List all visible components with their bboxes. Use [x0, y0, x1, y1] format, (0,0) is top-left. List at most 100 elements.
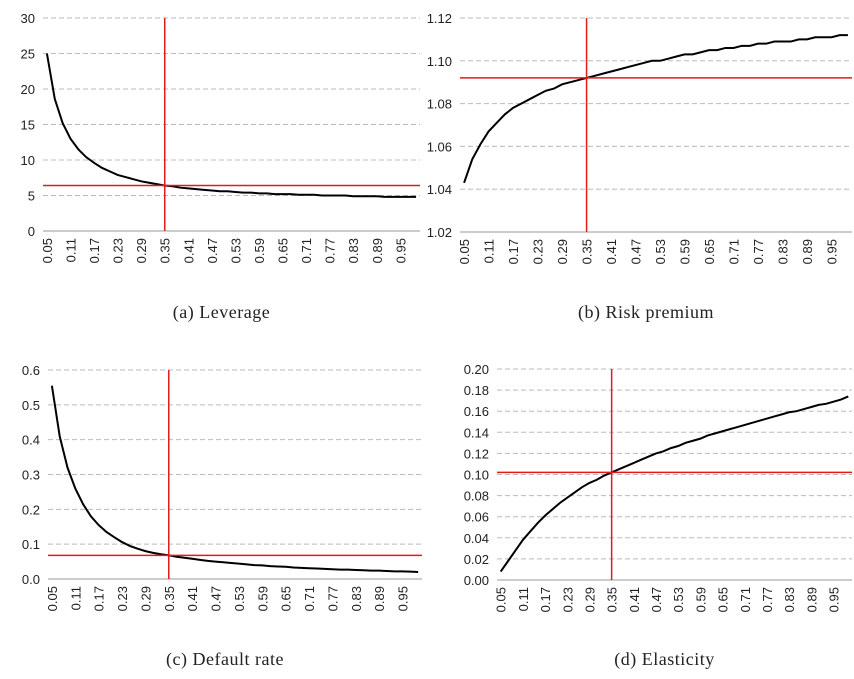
x-tick-label: 0.35: [605, 587, 620, 612]
x-tick-label: 0.59: [255, 586, 270, 611]
x-tick-label: 0.95: [396, 586, 411, 611]
x-tick-label: 0.41: [627, 587, 642, 612]
y-tick-label: 1.08: [427, 97, 452, 112]
x-tick-label: 0.47: [649, 587, 664, 612]
x-tick-label: 0.23: [111, 238, 126, 263]
x-tick-label: 0.95: [393, 238, 408, 263]
y-tick-label: 0: [28, 224, 35, 239]
y-tick-label: 0.00: [464, 573, 489, 588]
x-tick-label: 0.77: [325, 586, 340, 611]
y-tick-label: 0.20: [464, 362, 489, 377]
x-tick-label: 0.89: [804, 587, 819, 612]
x-tick-label: 0.05: [494, 587, 509, 612]
y-tick-label: 1.06: [427, 139, 452, 154]
x-tick-label: 0.29: [582, 587, 597, 612]
x-tick-label: 0.53: [232, 586, 247, 611]
x-tick-label: 0.23: [115, 586, 130, 611]
x-tick-label: 0.53: [653, 239, 668, 264]
x-tick-label: 0.77: [751, 239, 766, 264]
x-tick-label: 0.53: [671, 587, 686, 612]
y-tick-label: 0.6: [22, 363, 40, 378]
x-tick-label: 0.53: [228, 238, 243, 263]
y-tick-label: 0.5: [22, 398, 40, 413]
y-tick-label: 0.14: [464, 425, 489, 440]
line-series: [499, 395, 849, 573]
x-tick-label: 0.23: [560, 587, 575, 612]
y-tick-label: 20: [21, 82, 35, 97]
x-tick-label: 0.41: [604, 239, 619, 264]
x-tick-label: 0.65: [279, 586, 294, 611]
y-tick-label: 10: [21, 153, 35, 168]
line-series: [50, 385, 419, 574]
x-tick-label: 0.89: [372, 586, 387, 611]
caption: (a) Leverage: [173, 302, 270, 323]
y-tick-label: 0.10: [464, 468, 489, 483]
x-tick-label: 0.83: [349, 586, 364, 611]
x-tick-label: 0.05: [457, 239, 472, 264]
x-tick-label: 0.41: [181, 238, 196, 263]
y-tick-label: 0.3: [22, 468, 40, 483]
x-tick-label: 0.05: [45, 586, 60, 611]
y-tick-label: 25: [21, 47, 35, 62]
x-tick-label: 0.11: [63, 238, 78, 262]
x-tick-label: 0.77: [323, 238, 338, 263]
x-tick-label: 0.11: [482, 239, 497, 263]
y-tick-label: 0.08: [464, 489, 489, 504]
y-tick-label: 5: [28, 189, 35, 204]
x-tick-label: 0.71: [727, 239, 742, 264]
x-tick-label: 0.17: [92, 586, 107, 611]
caption: (d) Elasticity: [614, 649, 714, 670]
x-tick-label: 0.17: [87, 238, 102, 263]
y-tick-label: 15: [21, 118, 35, 133]
x-tick-label: 0.71: [302, 586, 317, 611]
y-tick-label: 30: [21, 11, 35, 26]
y-tick-label: 1.02: [427, 225, 452, 240]
y-tick-label: 1.12: [427, 11, 452, 26]
x-tick-label: 0.95: [827, 587, 842, 612]
x-tick-label: 0.71: [738, 587, 753, 612]
y-tick-label: 0.12: [464, 446, 489, 461]
line-series: [45, 53, 417, 198]
x-tick-label: 0.65: [716, 587, 731, 612]
y-tick-label: 0.4: [22, 433, 40, 448]
y-tick-label: 0.04: [464, 531, 489, 546]
x-tick-label: 0.89: [800, 239, 815, 264]
x-tick-label: 0.11: [68, 586, 83, 610]
x-tick-label: 0.71: [299, 238, 314, 263]
y-tick-label: 0.2: [22, 502, 40, 517]
x-tick-label: 0.65: [702, 239, 717, 264]
x-tick-label: 0.83: [346, 238, 361, 263]
x-tick-label: 0.47: [209, 586, 224, 611]
x-tick-label: 0.11: [516, 587, 531, 611]
x-tick-label: 0.35: [158, 238, 173, 263]
x-tick-label: 0.35: [580, 239, 595, 264]
line-series: [463, 34, 848, 184]
x-tick-label: 0.17: [506, 239, 521, 264]
y-tick-label: 0.06: [464, 510, 489, 525]
x-tick-label: 0.29: [138, 586, 153, 611]
x-tick-label: 0.47: [205, 238, 220, 263]
x-tick-label: 0.59: [252, 238, 267, 263]
x-tick-label: 0.05: [40, 238, 55, 263]
x-tick-label: 0.89: [370, 238, 385, 263]
x-tick-label: 0.77: [760, 587, 775, 612]
x-tick-label: 0.83: [776, 239, 791, 264]
x-tick-label: 0.29: [555, 239, 570, 264]
caption: (b) Risk premium: [578, 302, 714, 323]
x-tick-label: 0.83: [782, 587, 797, 612]
y-tick-label: 0.18: [464, 383, 489, 398]
x-tick-label: 0.17: [538, 587, 553, 612]
x-tick-label: 0.47: [629, 239, 644, 264]
y-tick-label: 0.1: [22, 537, 40, 552]
x-tick-label: 0.29: [134, 238, 149, 263]
y-tick-label: 0.0: [22, 572, 40, 587]
x-tick-label: 0.65: [276, 238, 291, 263]
x-tick-label: 0.59: [693, 587, 708, 612]
x-tick-label: 0.59: [678, 239, 693, 264]
x-tick-label: 0.35: [162, 586, 177, 611]
caption: (c) Default rate: [166, 649, 284, 670]
y-tick-label: 1.04: [427, 182, 452, 197]
y-tick-label: 0.16: [464, 404, 489, 419]
y-tick-label: 1.10: [427, 54, 452, 69]
